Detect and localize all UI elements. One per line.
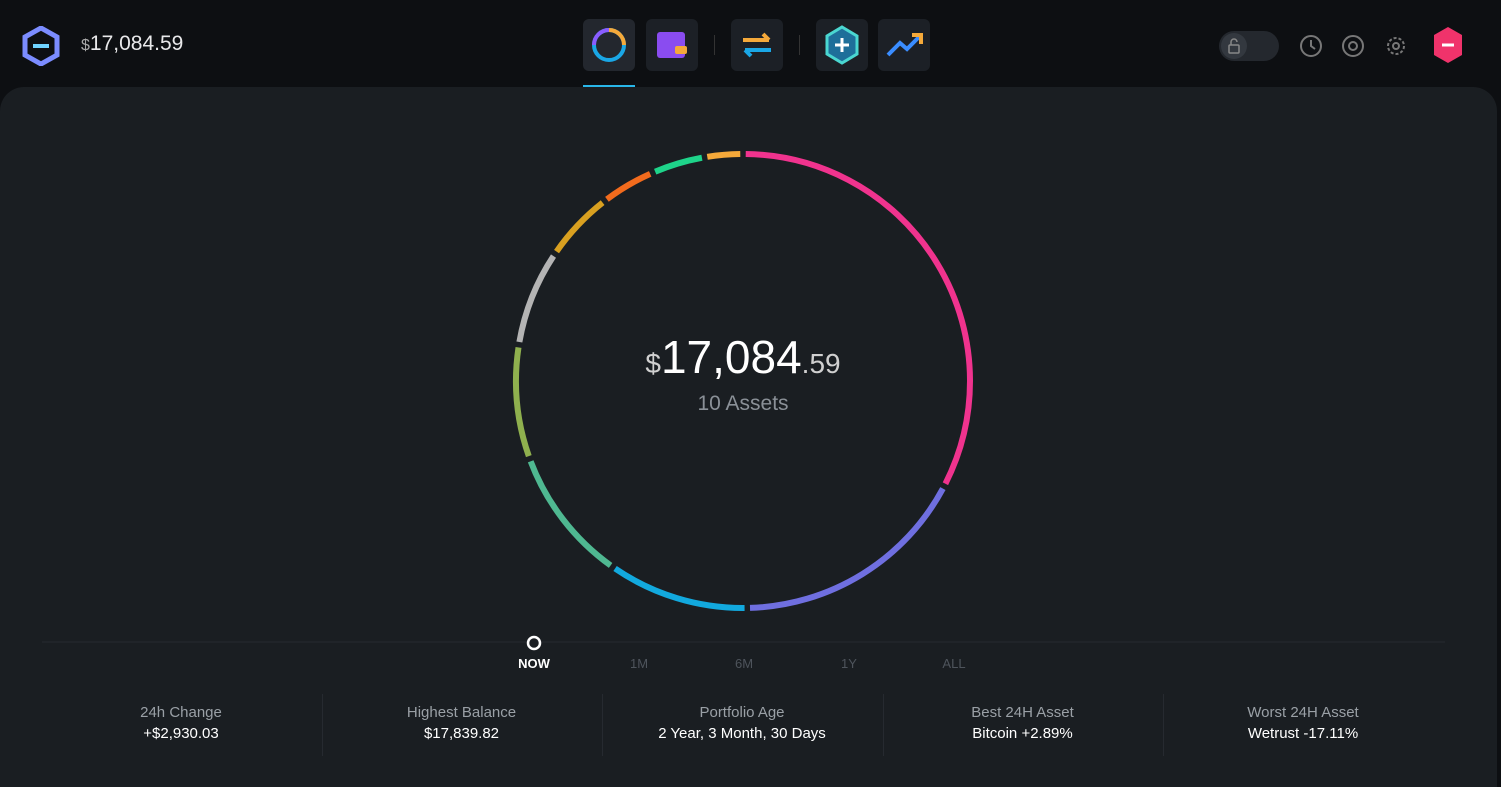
apps-tab[interactable] xyxy=(816,19,868,71)
logo[interactable] xyxy=(21,26,61,66)
stat-separator xyxy=(882,694,884,756)
main-panel xyxy=(0,87,1497,787)
stat: Best 24H Asset Bitcoin +2.89% xyxy=(883,704,1163,742)
currency: $ xyxy=(81,37,90,54)
ring-segment[interactable] xyxy=(554,200,605,254)
separator xyxy=(799,35,800,55)
portfolio-total: $17,084.59 10 Assets xyxy=(543,330,943,416)
stat-value: 2 Year, 3 Month, 30 Days xyxy=(658,725,826,742)
ring-segment[interactable] xyxy=(749,487,946,611)
profile-button[interactable] xyxy=(1429,26,1467,64)
timeline-option[interactable]: 1Y xyxy=(841,656,857,671)
ring-segment[interactable] xyxy=(745,151,973,486)
ring-segment[interactable] xyxy=(516,254,556,343)
amount: 17,084.59 xyxy=(89,32,184,55)
top-bar: $17,084.59 xyxy=(0,0,1501,87)
stat-label: 24h Change xyxy=(140,704,222,721)
help-button[interactable] xyxy=(1340,33,1366,59)
asset-count: 10 Assets xyxy=(697,392,789,415)
wallet-tab[interactable] xyxy=(646,19,698,71)
ring-segment[interactable] xyxy=(527,460,613,568)
stat-value: $17,839.82 xyxy=(423,725,500,742)
history-button[interactable] xyxy=(1298,33,1324,59)
stat-label: Portfolio Age xyxy=(699,704,785,721)
stat-separator xyxy=(321,694,323,756)
ring-segment[interactable] xyxy=(706,151,741,160)
ring-segment[interactable] xyxy=(605,171,652,202)
amount-cents: .59 xyxy=(801,348,841,379)
stat-value: +$2,930.03 xyxy=(143,725,219,742)
separator xyxy=(714,35,715,55)
timeline-option[interactable]: ALL xyxy=(942,656,966,671)
stat: Highest Balance $17,839.82 xyxy=(322,704,602,742)
settings-button[interactable] xyxy=(1383,33,1409,59)
stat-value: Wetrust -17.11% xyxy=(1247,725,1359,742)
ring-segment[interactable] xyxy=(654,154,703,175)
lock-toggle[interactable] xyxy=(1219,31,1279,61)
stat-separator xyxy=(602,694,603,756)
ring-segment[interactable] xyxy=(613,566,745,611)
stat: 24h Change +$2,930.03 xyxy=(41,704,321,742)
trends-tab[interactable] xyxy=(878,19,930,71)
stat-value: Bitcoin +2.89% xyxy=(972,725,1073,742)
stat-label: Worst 24H Asset xyxy=(1247,704,1359,721)
stat-label: Best 24H Asset xyxy=(971,704,1074,721)
header-balance: $17,084.59 xyxy=(81,32,183,56)
currency: $ xyxy=(645,348,661,379)
stat-separator xyxy=(1163,694,1164,756)
timeline-option[interactable]: NOW xyxy=(518,656,550,671)
stat: Portfolio Age 2 Year, 3 Month, 30 Days xyxy=(602,704,882,742)
stat: Worst 24H Asset Wetrust -17.11% xyxy=(1163,704,1443,742)
timeline-option[interactable]: 6M xyxy=(734,656,754,671)
timeline-option[interactable]: 1M xyxy=(629,656,649,671)
amount-whole: 17,084 xyxy=(660,331,802,383)
ring-segment[interactable] xyxy=(513,346,532,458)
stat-label: Highest Balance xyxy=(406,704,517,721)
timeline-handle[interactable] xyxy=(526,635,542,651)
exchange-tab[interactable] xyxy=(731,19,783,71)
active-indicator xyxy=(583,85,635,87)
portfolio-tab[interactable] xyxy=(583,19,635,71)
